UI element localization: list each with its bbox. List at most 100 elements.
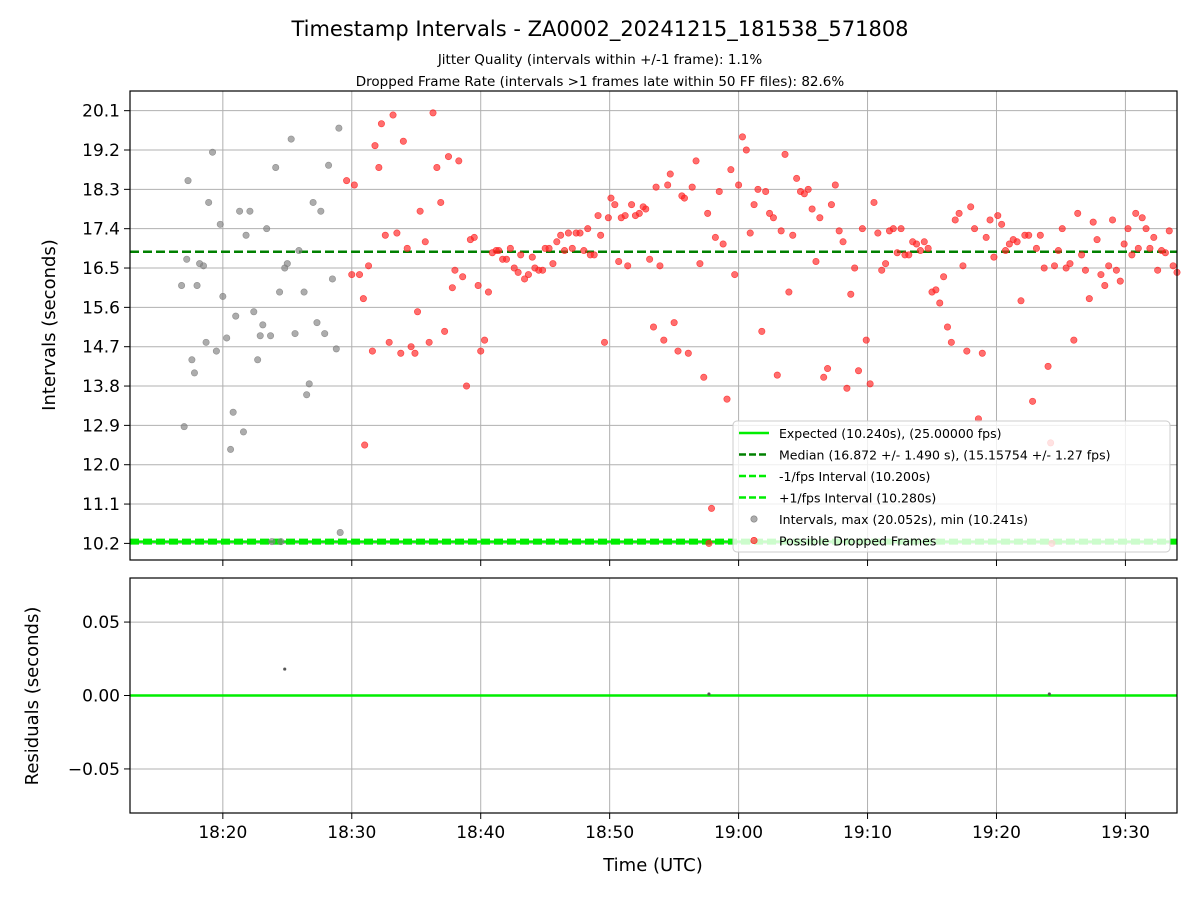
time-x-axis-label: Time (UTC) xyxy=(602,855,703,876)
data-point xyxy=(705,539,713,547)
data-point xyxy=(905,251,913,259)
data-point xyxy=(517,251,525,259)
data-point xyxy=(421,238,429,246)
data-point xyxy=(664,181,672,189)
data-point xyxy=(283,667,287,671)
data-point xyxy=(564,229,572,237)
data-point xyxy=(463,382,471,390)
series xyxy=(343,109,1181,547)
x-tick-label: 18:40 xyxy=(456,823,505,843)
data-point xyxy=(1109,216,1117,224)
data-point xyxy=(429,109,437,117)
data-point xyxy=(545,244,553,252)
data-point xyxy=(389,111,397,119)
data-point xyxy=(350,181,358,189)
data-point xyxy=(1062,264,1070,272)
data-point xyxy=(1032,244,1040,252)
data-point xyxy=(448,284,456,292)
y-tick-label: 10.2 xyxy=(82,534,120,554)
data-point xyxy=(971,225,979,233)
data-point xyxy=(568,244,576,252)
data-point xyxy=(816,214,824,222)
y-tick-label: 12.9 xyxy=(82,416,120,436)
data-point xyxy=(674,347,682,355)
data-point xyxy=(594,212,602,220)
data-point xyxy=(393,229,401,237)
legend-marker-swatch xyxy=(750,515,758,523)
data-point xyxy=(223,334,231,342)
y-tick-label: 14.7 xyxy=(82,338,120,358)
data-point xyxy=(1017,297,1025,305)
data-point xyxy=(604,214,612,222)
data-point xyxy=(754,185,762,193)
series xyxy=(283,667,1051,696)
data-point xyxy=(843,384,851,392)
data-point xyxy=(317,207,325,215)
data-point xyxy=(328,275,336,283)
data-point xyxy=(283,260,291,268)
data-point xyxy=(874,229,882,237)
plot-frame xyxy=(129,577,1178,814)
data-point xyxy=(986,216,994,224)
data-point xyxy=(1165,227,1173,235)
data-point xyxy=(441,327,449,335)
data-point xyxy=(444,153,452,161)
data-point xyxy=(332,345,340,353)
data-point xyxy=(607,194,615,202)
data-point xyxy=(656,262,664,270)
y-tick-label: 16.5 xyxy=(82,259,120,279)
data-point xyxy=(700,373,708,381)
data-point xyxy=(205,198,213,206)
data-point xyxy=(399,137,407,145)
chart-subtitle-dropped: Dropped Frame Rate (intervals >1 frames … xyxy=(356,74,845,90)
series xyxy=(178,124,344,546)
data-point xyxy=(711,233,719,241)
data-point xyxy=(715,188,723,196)
x-tick-label: 19:00 xyxy=(714,823,763,843)
data-point xyxy=(1142,225,1150,233)
y-tick-label: 20.1 xyxy=(82,102,120,122)
data-point xyxy=(254,356,262,364)
data-point xyxy=(719,240,727,248)
data-point xyxy=(1169,262,1177,270)
data-point xyxy=(305,380,313,388)
data-point xyxy=(1146,244,1154,252)
data-point xyxy=(652,183,660,191)
data-point xyxy=(1138,214,1146,222)
data-point xyxy=(789,231,797,239)
data-point xyxy=(793,174,801,182)
data-point xyxy=(696,260,704,268)
data-point xyxy=(1081,266,1089,274)
data-point xyxy=(951,216,959,224)
data-point xyxy=(539,266,547,274)
data-point xyxy=(963,347,971,355)
data-point xyxy=(704,209,712,217)
x-tick-label: 18:30 xyxy=(327,823,376,843)
data-point xyxy=(481,336,489,344)
data-point xyxy=(313,319,321,327)
data-point xyxy=(913,240,921,248)
y-tick-label: −0.05 xyxy=(68,760,120,780)
data-point xyxy=(707,692,711,696)
data-point xyxy=(940,273,948,281)
data-point xyxy=(1120,240,1128,248)
data-point xyxy=(193,282,201,290)
data-point xyxy=(827,201,835,209)
data-point xyxy=(688,183,696,191)
data-point xyxy=(584,225,592,233)
data-point xyxy=(738,133,746,141)
data-point xyxy=(1154,266,1162,274)
data-point xyxy=(646,255,654,263)
data-point xyxy=(361,441,369,449)
data-point xyxy=(183,255,191,263)
data-point xyxy=(601,338,609,346)
data-point xyxy=(889,225,897,233)
data-point xyxy=(750,201,758,209)
data-point xyxy=(1112,266,1120,274)
data-point xyxy=(1116,277,1124,285)
y-tick-label: 12.0 xyxy=(82,456,120,476)
data-point xyxy=(1054,247,1062,255)
data-point xyxy=(246,207,254,215)
intervals-y-axis-label: Intervals (seconds) xyxy=(39,239,60,411)
